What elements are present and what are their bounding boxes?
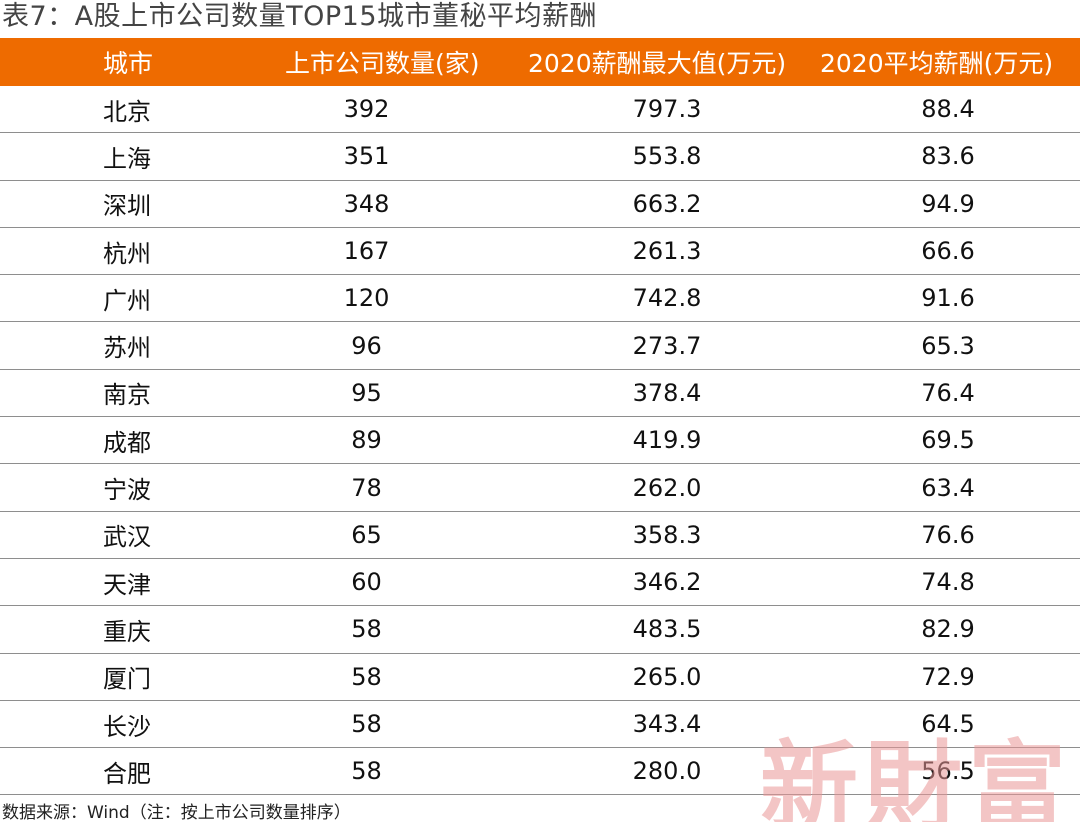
cell-max-salary: 265.0 bbox=[632, 662, 702, 691]
cell-avg-salary: 76.4 bbox=[921, 378, 975, 407]
cell-max-salary: 343.4 bbox=[632, 710, 702, 738]
cell-company-count: 58 bbox=[351, 662, 382, 691]
cell-avg-salary: 76.6 bbox=[921, 520, 975, 549]
cell-company-count: 167 bbox=[343, 237, 390, 266]
cell-company-count: 351 bbox=[343, 142, 390, 171]
cell-avg-salary: 88.4 bbox=[921, 95, 975, 124]
source-footnote: 数据来源：Wind（注：按上市公司数量排序） bbox=[2, 803, 351, 822]
cell-avg-salary: 83.6 bbox=[921, 142, 975, 171]
cell-city: 苏州 bbox=[103, 334, 151, 363]
table-row: 广州 120 742.8 91.6 bbox=[0, 275, 1080, 323]
cell-max-salary: 280.0 bbox=[632, 757, 702, 786]
cell-avg-salary: 63.4 bbox=[921, 473, 975, 502]
cell-city: 厦门 bbox=[103, 665, 151, 694]
cell-max-salary: 553.8 bbox=[632, 142, 702, 171]
cell-company-count: 58 bbox=[351, 710, 382, 738]
table-title: 表7：A股上市公司数量TOP15城市董秘平均薪酬 bbox=[2, 1, 598, 32]
table-row: 厦门 58 265.0 72.9 bbox=[0, 654, 1080, 701]
cell-city: 长沙 bbox=[103, 712, 151, 741]
table-body: 北京 392 797.3 88.4 上海 351 553.8 83.6 深圳 348 663.2 94… bbox=[0, 86, 1080, 796]
cell-max-salary: 742.8 bbox=[632, 284, 702, 313]
cell-max-salary: 262.0 bbox=[632, 473, 702, 502]
cell-company-count: 120 bbox=[343, 284, 390, 313]
cell-avg-salary: 82.9 bbox=[921, 615, 975, 644]
cell-city: 北京 bbox=[103, 97, 151, 126]
cell-avg-salary: 64.5 bbox=[921, 710, 975, 738]
cell-max-salary: 261.3 bbox=[632, 237, 702, 266]
cell-company-count: 58 bbox=[351, 615, 382, 644]
cell-city: 武汉 bbox=[103, 523, 151, 552]
table-row: 长沙 58 343.4 64.5 bbox=[0, 701, 1080, 749]
header-avg-salary: 2020平均薪酬(万元) bbox=[820, 49, 1054, 78]
cell-city: 合肥 bbox=[103, 759, 151, 788]
header-max-salary: 2020薪酬最大值(万元) bbox=[528, 49, 787, 78]
cell-company-count: 58 bbox=[351, 757, 382, 786]
cell-company-count: 60 bbox=[351, 568, 382, 597]
cell-avg-salary: 94.9 bbox=[921, 189, 975, 218]
cell-city: 上海 bbox=[103, 144, 151, 173]
cell-max-salary: 346.2 bbox=[632, 568, 702, 597]
table-row: 天津 60 346.2 74.8 bbox=[0, 559, 1080, 607]
cell-company-count: 89 bbox=[351, 426, 382, 455]
table-row: 武汉 65 358.3 76.6 bbox=[0, 512, 1080, 559]
table-row: 上海 351 553.8 83.6 bbox=[0, 133, 1080, 181]
cell-max-salary: 797.3 bbox=[632, 95, 702, 124]
cell-city: 南京 bbox=[103, 381, 151, 410]
cell-city: 广州 bbox=[103, 286, 151, 315]
cell-city: 成都 bbox=[103, 428, 151, 457]
cell-avg-salary: 74.8 bbox=[921, 568, 975, 597]
header-city: 城市 bbox=[103, 49, 154, 78]
cell-company-count: 348 bbox=[343, 189, 390, 218]
table-row: 杭州 167 261.3 66.6 bbox=[0, 228, 1080, 276]
cell-avg-salary: 69.5 bbox=[921, 426, 975, 455]
cell-company-count: 96 bbox=[351, 331, 382, 360]
table-row: 北京 392 797.3 88.4 bbox=[0, 86, 1080, 134]
cell-avg-salary: 56.5 bbox=[921, 757, 975, 786]
table-row: 宁波 78 262.0 63.4 bbox=[0, 464, 1080, 512]
table-row: 成都 89 419.9 69.5 bbox=[0, 417, 1080, 465]
cell-city: 杭州 bbox=[103, 239, 151, 268]
cell-max-salary: 273.7 bbox=[632, 331, 702, 360]
cell-max-salary: 663.2 bbox=[632, 189, 702, 218]
cell-max-salary: 358.3 bbox=[632, 520, 702, 549]
cell-avg-salary: 91.6 bbox=[921, 284, 975, 313]
table-row: 深圳 348 663.2 94.9 bbox=[0, 181, 1080, 228]
cell-company-count: 392 bbox=[343, 95, 390, 124]
cell-avg-salary: 65.3 bbox=[921, 331, 975, 360]
cell-city: 天津 bbox=[103, 570, 151, 599]
cell-max-salary: 419.9 bbox=[632, 426, 702, 455]
data-table: 城市 上市公司数量(家) 2020薪酬最大值(万元) 2020平均薪酬(万元) … bbox=[0, 38, 1080, 796]
table-header: 城市 上市公司数量(家) 2020薪酬最大值(万元) 2020平均薪酬(万元) bbox=[0, 38, 1080, 86]
table-row: 南京 95 378.4 76.4 bbox=[0, 370, 1080, 418]
cell-company-count: 65 bbox=[351, 520, 382, 549]
cell-city: 宁波 bbox=[103, 476, 151, 505]
cell-max-salary: 378.4 bbox=[632, 378, 702, 407]
table-row: 合肥 58 280.0 56.5 bbox=[0, 748, 1080, 796]
table-row: 苏州 96 273.7 65.3 bbox=[0, 322, 1080, 370]
cell-avg-salary: 72.9 bbox=[921, 662, 975, 691]
cell-company-count: 78 bbox=[351, 473, 382, 502]
cell-city: 重庆 bbox=[103, 617, 151, 646]
header-company-count: 上市公司数量(家) bbox=[285, 49, 480, 78]
cell-company-count: 95 bbox=[351, 378, 382, 407]
table-row: 重庆 58 483.5 82.9 bbox=[0, 606, 1080, 654]
cell-max-salary: 483.5 bbox=[632, 615, 702, 644]
cell-avg-salary: 66.6 bbox=[921, 237, 975, 266]
cell-city: 深圳 bbox=[103, 192, 151, 221]
